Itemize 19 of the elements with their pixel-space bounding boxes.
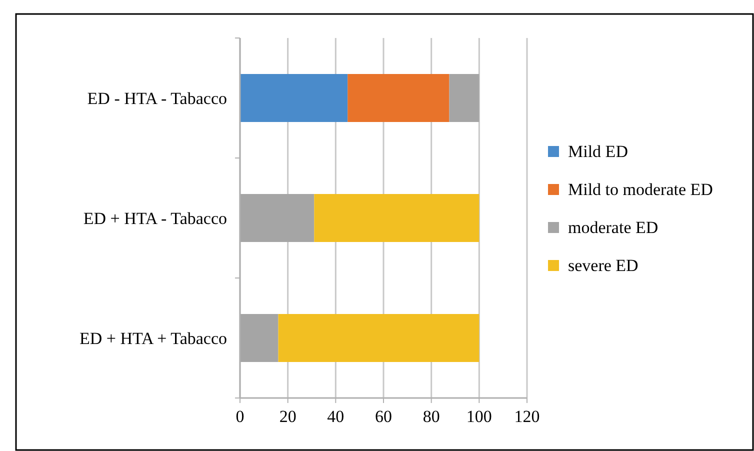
x-tick-label: 60 [375,407,392,426]
bar [348,74,450,122]
bar [449,74,480,122]
y-tick-label: ED + HTA + Tabacco [79,329,227,348]
x-tick-label: 0 [236,407,244,426]
x-tick-label: 20 [279,407,296,426]
legend-label: moderate ED [568,218,658,237]
x-tick-label: 120 [514,407,540,426]
bar [240,74,348,122]
y-tick-label: ED - HTA - Tabacco [87,89,227,108]
x-tick-label: 80 [422,407,440,426]
y-tick-label: ED + HTA - Tabacco [83,209,227,228]
x-tick-label: 100 [466,407,492,426]
legend-label: severe ED [568,256,638,275]
legend-label: Mild to moderate ED [568,180,713,199]
x-tick-label: 40 [327,407,344,426]
legend-label: Mild ED [568,142,628,161]
bar [314,194,480,242]
bar [278,314,480,362]
